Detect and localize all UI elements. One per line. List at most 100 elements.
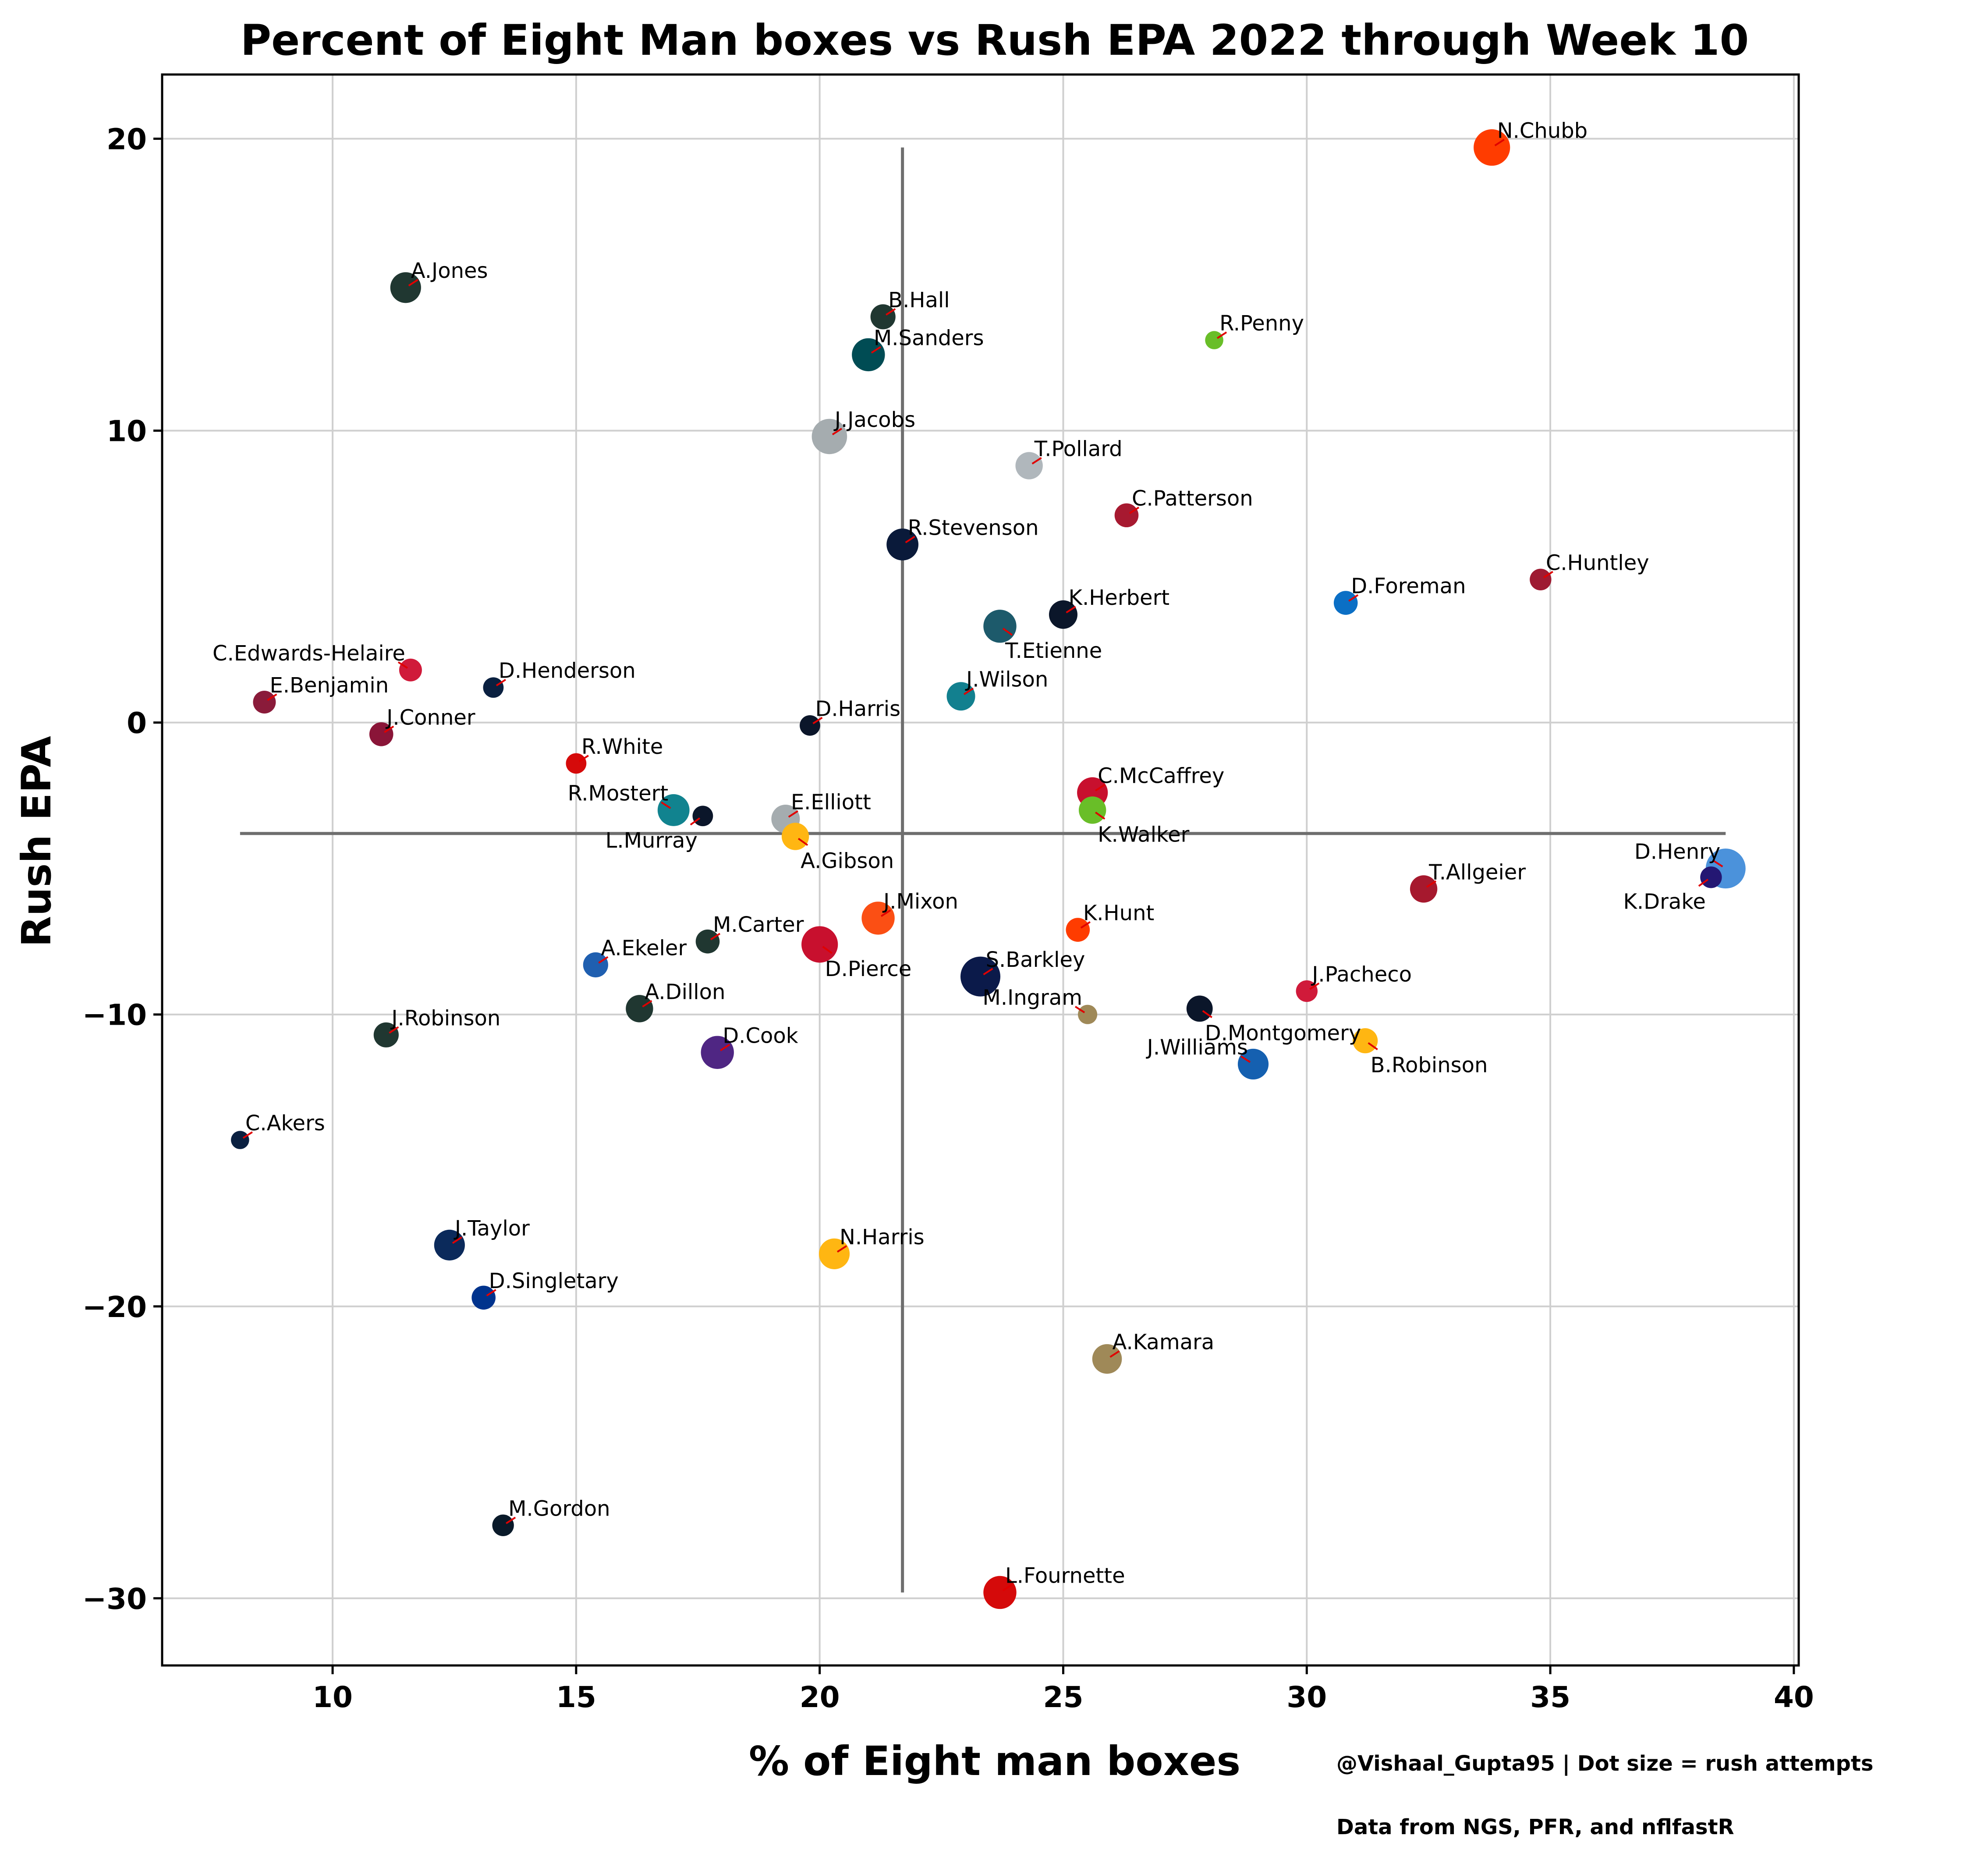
data-point-d-foreman — [1333, 591, 1358, 615]
label-pointer — [690, 817, 701, 826]
label-pointer — [1494, 138, 1505, 146]
label-pointer — [1543, 571, 1553, 579]
label-pointer — [1080, 921, 1091, 929]
data-point-r-white — [566, 753, 587, 774]
x-tick-label: 10 — [312, 1680, 353, 1714]
label-pointer — [905, 536, 915, 543]
data-point-d-harris — [800, 715, 820, 736]
data-point-d-henderson — [483, 677, 504, 698]
label-pointer — [1309, 982, 1320, 990]
label-pointer — [384, 725, 394, 733]
label-pointer — [836, 1245, 847, 1253]
y-axis-label: Rush EPA — [13, 736, 60, 947]
label-pointer — [886, 308, 896, 316]
data-point-m-gordon — [492, 1514, 514, 1536]
y-tick-label: 0 — [127, 707, 147, 740]
data-point-a-jones — [390, 272, 421, 303]
point-label: D.Henry — [1634, 840, 1720, 864]
point-label: C.Huntley — [1546, 550, 1649, 575]
point-label: D.Harris — [815, 696, 900, 721]
x-tick-label: 15 — [556, 1680, 596, 1714]
x-axis-label: % of Eight man boxes — [749, 1738, 1240, 1785]
point-label: M.Carter — [713, 912, 804, 937]
point-label: E.Benjamin — [269, 673, 389, 698]
label-pointer — [1095, 784, 1106, 792]
point-label: J.Jacobs — [833, 408, 915, 432]
data-point-j-robinson — [373, 1022, 399, 1047]
point-label: K.Walker — [1098, 822, 1189, 847]
point-label: T.Allgeier — [1428, 860, 1526, 884]
label-pointer — [1348, 594, 1359, 602]
y-axis-ticks: 20 10 0 −10 −20 −30 — [82, 123, 162, 1616]
y-tick-label: −20 — [82, 1290, 147, 1324]
label-pointer — [1095, 811, 1106, 820]
point-label: K.Hunt — [1083, 901, 1155, 926]
label-pointer — [389, 1026, 399, 1034]
point-label: N.Harris — [840, 1225, 925, 1250]
label-pointer — [408, 279, 418, 287]
label-pointer — [1109, 1350, 1120, 1358]
data-point-k-walker — [1078, 796, 1106, 824]
label-pointer — [1002, 628, 1013, 636]
data-point-t-etienne — [983, 610, 1017, 643]
data-point-r-mostert — [657, 794, 690, 826]
label-pointer — [1426, 880, 1437, 888]
data-point-j-jacobs — [812, 419, 847, 454]
y-tick-label: −10 — [82, 998, 147, 1032]
data-point-a-ekeler — [583, 952, 608, 978]
point-label: L.Fournette — [1005, 1563, 1125, 1588]
data-point-j-wilson — [946, 682, 975, 711]
label-pointer — [642, 1000, 652, 1008]
point-label: S.Barkley — [986, 948, 1085, 972]
point-labels: N.Chubb A.Jones B.Hall R.Penny M.Sanders J.Ja… — [213, 119, 1723, 1591]
point-label: J.Pacheco — [1311, 962, 1412, 987]
data-point-k-hunt — [1066, 918, 1090, 942]
label-pointer — [452, 1236, 462, 1244]
data-point-s-barkley — [960, 956, 1000, 997]
data-point-n-harris — [819, 1238, 850, 1269]
data-point-r-penny — [1205, 331, 1223, 349]
label-pointer — [598, 956, 609, 964]
data-point-d-singletary — [471, 1285, 496, 1310]
label-pointer — [720, 1044, 730, 1051]
data-point-k-herbert — [1049, 600, 1077, 629]
point-label: R.White — [581, 735, 663, 759]
point-label: J.Wilson — [965, 667, 1048, 692]
point-label: A.Ekeler — [601, 936, 687, 960]
data-point-r-stevenson — [886, 528, 919, 561]
data-point-d-montgomery — [1186, 995, 1213, 1022]
point-label: D.Foreman — [1351, 574, 1466, 599]
data-point-c-huntley — [1530, 568, 1552, 590]
point-label: A.Jones — [411, 259, 488, 283]
label-pointer — [661, 801, 671, 809]
data-point-j-williams — [1237, 1048, 1269, 1080]
point-label: A.Dillon — [645, 980, 725, 1004]
data-point-n-chubb — [1474, 129, 1510, 166]
data-point-j-mixon — [861, 902, 895, 935]
point-label: R.Stevenson — [908, 515, 1039, 540]
label-pointer — [1698, 879, 1709, 887]
point-label: B.Robinson — [1371, 1053, 1488, 1078]
point-label: B.Hall — [888, 288, 950, 312]
data-point-l-fournette — [983, 1576, 1017, 1609]
x-tick-label: 40 — [1774, 1680, 1814, 1714]
point-label: K.Herbert — [1068, 586, 1169, 610]
point-label: D.Montgomery — [1205, 1021, 1361, 1045]
point-label: J.Mixon — [882, 889, 958, 914]
label-pointer — [397, 661, 408, 669]
data-points — [231, 129, 1746, 1609]
point-label: N.Chubb — [1497, 119, 1588, 143]
point-label: J.Robinson — [390, 1006, 500, 1030]
point-label: C.Akers — [245, 1111, 325, 1136]
y-tick-label: 10 — [106, 415, 147, 448]
data-point-k-drake — [1700, 866, 1722, 888]
data-point-t-pollard — [1015, 452, 1043, 479]
grid-lines — [162, 75, 1799, 1665]
y-tick-label: −30 — [82, 1582, 147, 1616]
label-pointer — [1002, 1583, 1013, 1591]
label-pointer — [1074, 1006, 1085, 1013]
label-pointer — [880, 909, 891, 917]
data-point-c-edwards-helaire — [399, 658, 422, 682]
data-point-d-cook — [701, 1036, 734, 1069]
label-pointer — [1713, 859, 1723, 867]
